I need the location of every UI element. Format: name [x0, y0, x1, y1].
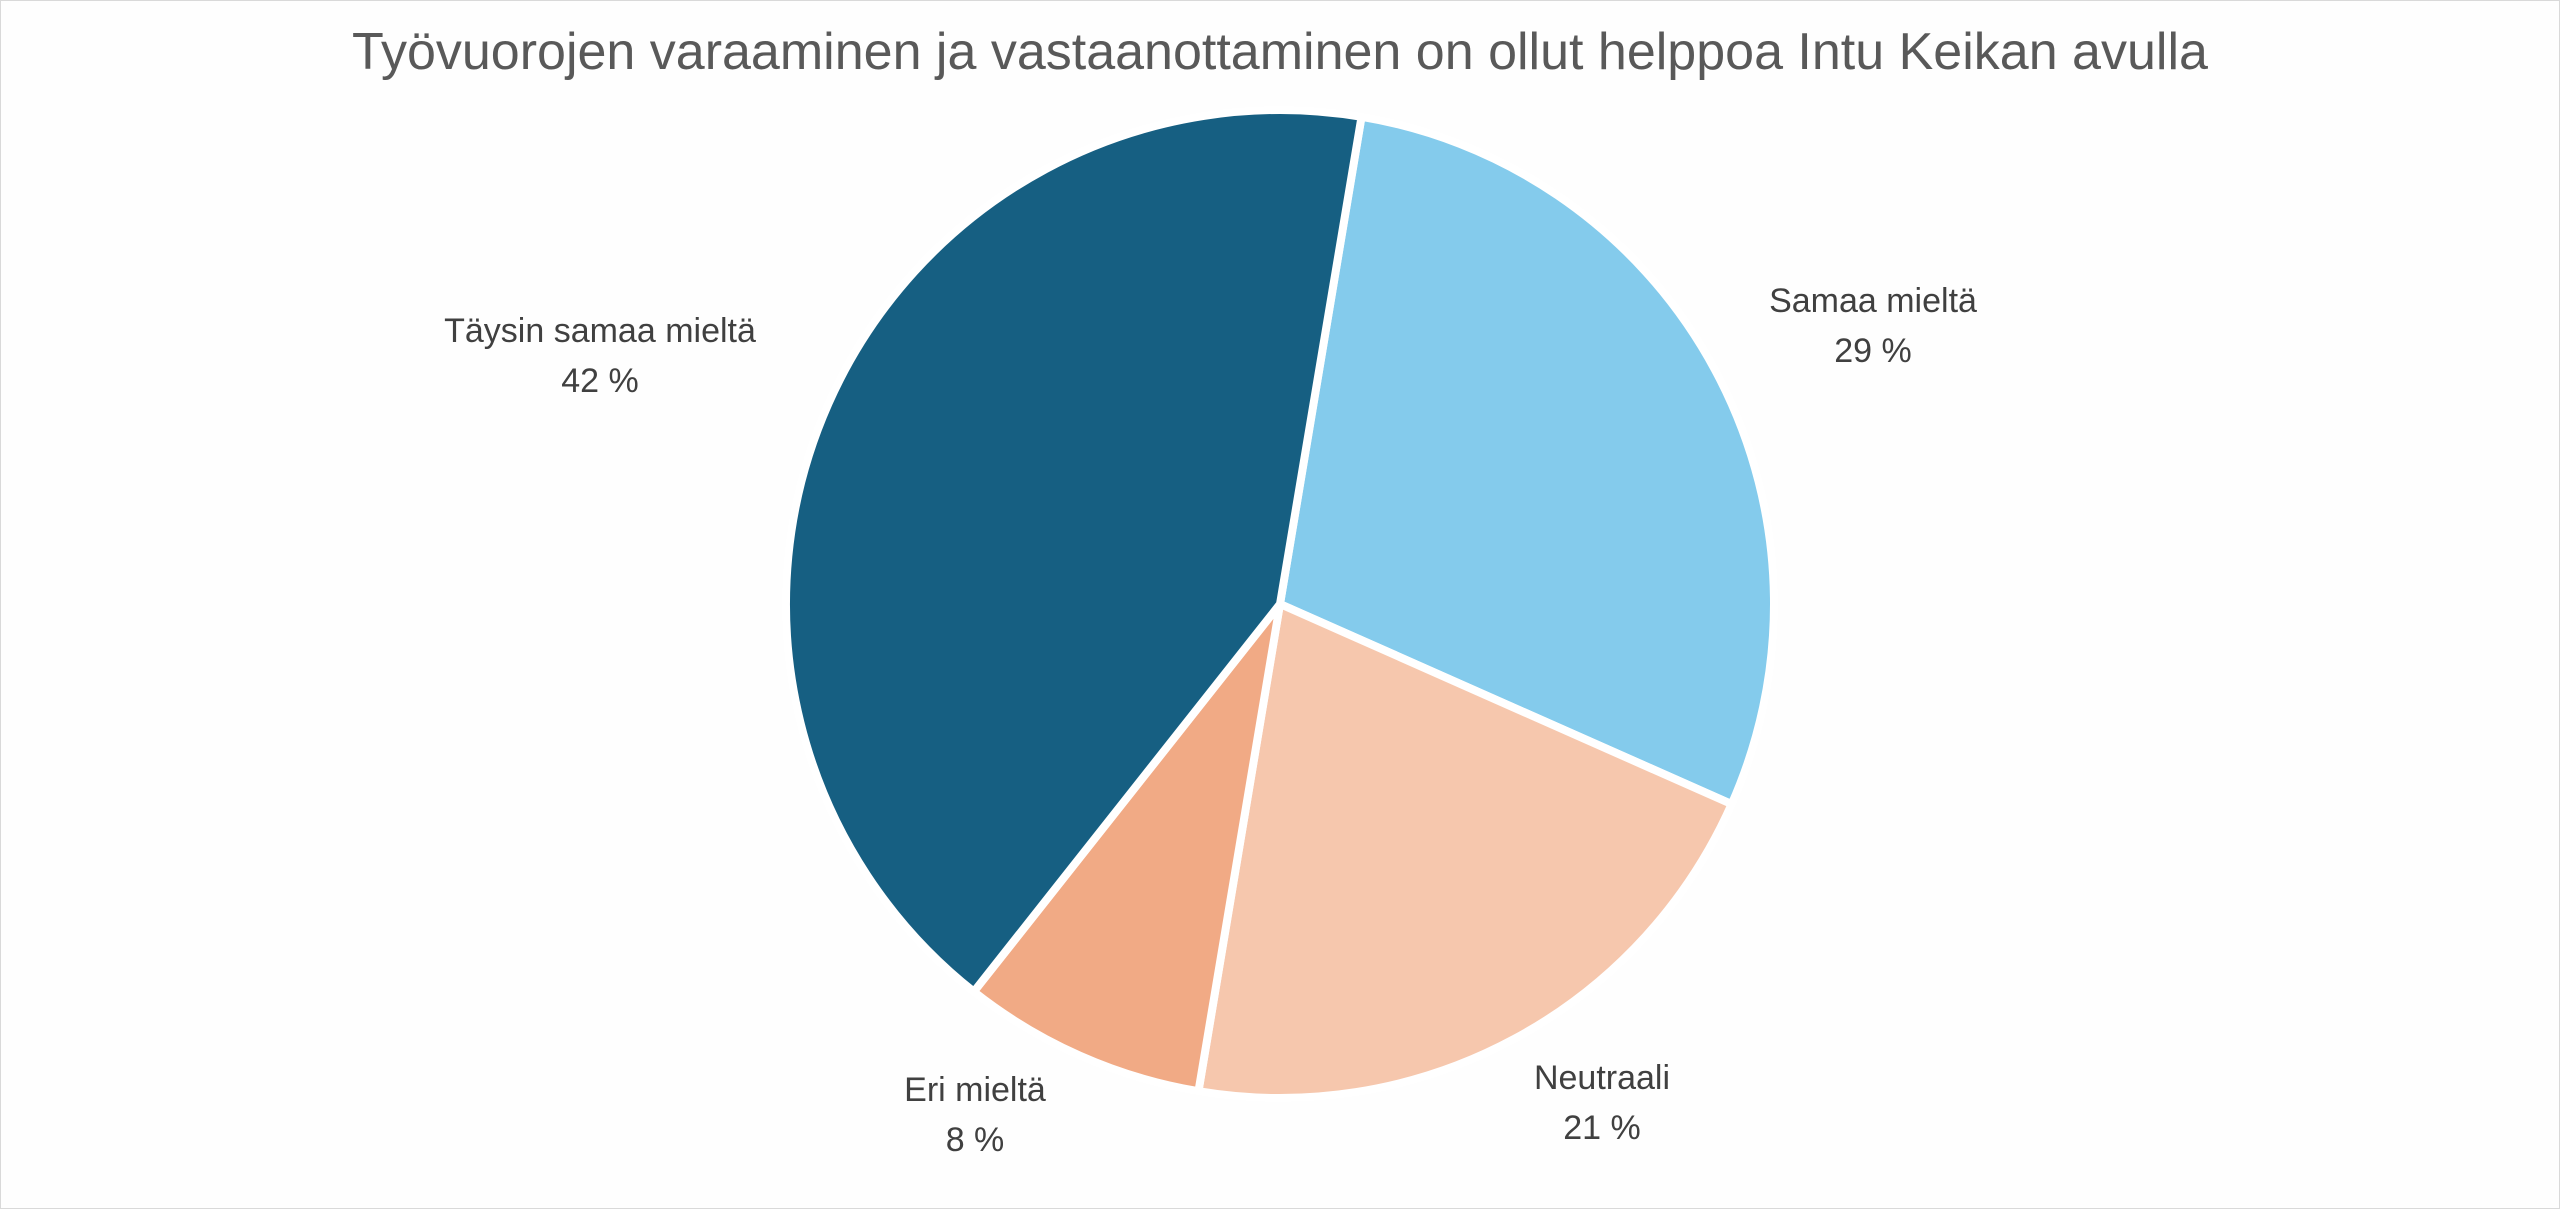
- slice-value-2: 8 %: [946, 1121, 1005, 1159]
- pie-slice-2: [969, 600, 1284, 1096]
- slice-label-0: Samaa mieltä: [1769, 282, 1977, 320]
- slice-label-3: Täysin samaa mieltä: [444, 312, 756, 350]
- slice-label-1: Neutraali: [1534, 1059, 1670, 1097]
- pie-slice-0: [1276, 112, 1778, 809]
- slice-value-0: 29 %: [1834, 332, 1912, 370]
- pie-slice-1: [1194, 600, 1736, 1102]
- slice-value-3: 42 %: [561, 362, 639, 400]
- slice-value-1: 21 %: [1563, 1109, 1641, 1147]
- pie-slice-3: [782, 106, 1366, 996]
- chart-title: Työvuorojen varaaminen ja vastaanottamin…: [352, 23, 2208, 81]
- slice-label-2: Eri mieltä: [904, 1071, 1046, 1109]
